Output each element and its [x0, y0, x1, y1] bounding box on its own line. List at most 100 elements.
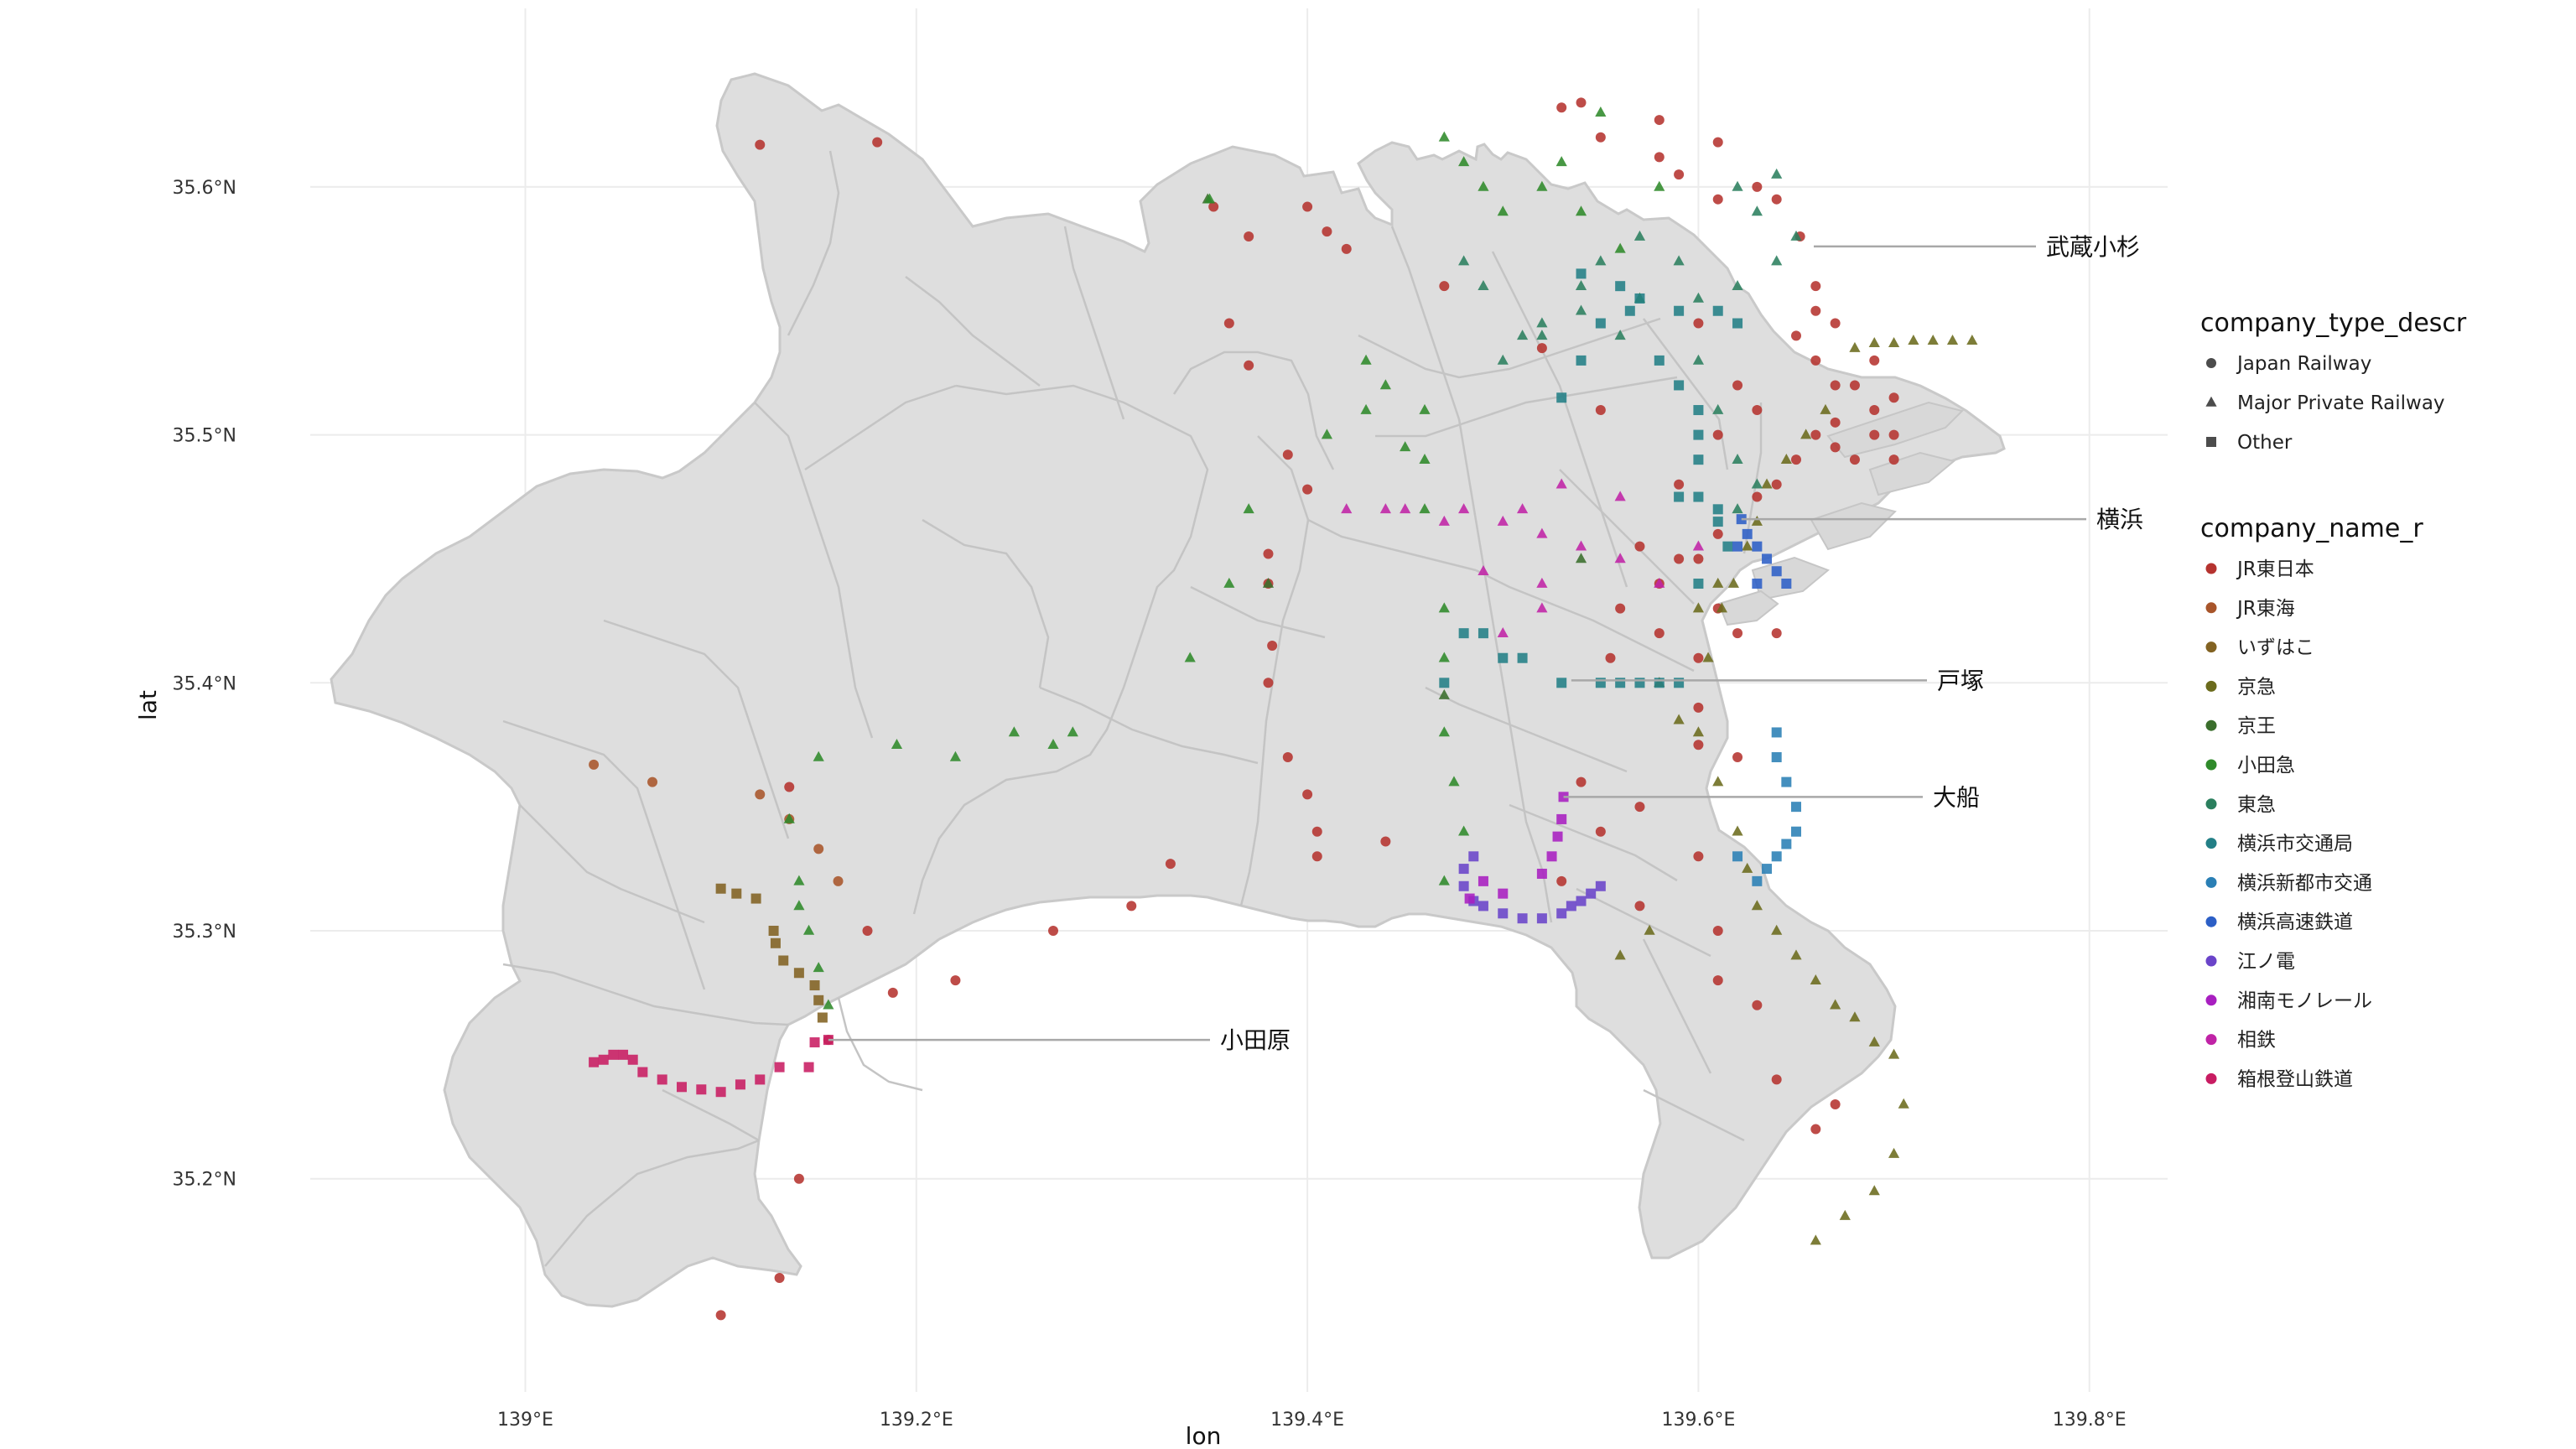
- legend-shape-title: company_type_descr: [2200, 309, 2467, 338]
- station-point: [1772, 480, 1782, 490]
- y-tick-label: 35.5°N: [173, 426, 236, 447]
- station-point: [1732, 628, 1742, 638]
- station-point: [1831, 380, 1841, 390]
- station-point: [1615, 604, 1625, 614]
- legend-color-key: [2206, 877, 2217, 888]
- station-point: [888, 988, 898, 998]
- y-tick-label: 35.3°N: [173, 922, 236, 943]
- station-point: [1732, 752, 1742, 762]
- station-point: [1283, 449, 1293, 460]
- station-point: [1713, 430, 1723, 440]
- station-point: [755, 140, 765, 150]
- station-point: [1322, 226, 1332, 236]
- station-point: [1869, 356, 1879, 366]
- callout-label: 武蔵小杉: [2046, 233, 2140, 261]
- station-point: [1722, 542, 1732, 552]
- station-point: [657, 1074, 667, 1084]
- station-point: [716, 884, 726, 894]
- station-point: [716, 1087, 726, 1097]
- station-point: [1693, 492, 1703, 502]
- x-tick-label: 139°E: [497, 1410, 553, 1431]
- station-point: [775, 1273, 785, 1283]
- station-point: [1674, 380, 1684, 390]
- station-point: [1772, 195, 1782, 205]
- station-point: [1244, 231, 1254, 242]
- legend-color-key: [2206, 798, 2217, 809]
- y-tick-label: 35.6°N: [173, 178, 236, 199]
- station-point: [1518, 913, 1528, 923]
- station-point: [1752, 542, 1762, 552]
- legend-color-label: 相鉄: [2237, 1030, 2276, 1052]
- station-point: [1625, 306, 1635, 316]
- legend-shape-label: Japan Railway: [2236, 353, 2371, 375]
- station-point: [950, 975, 960, 985]
- x-axis-title: lon: [1186, 1422, 1222, 1449]
- station-point: [1634, 293, 1644, 304]
- station-point: [1693, 703, 1703, 713]
- station-point: [1791, 330, 1801, 340]
- station-point: [813, 844, 823, 854]
- station-point: [1634, 802, 1644, 812]
- station-point: [1732, 851, 1742, 861]
- station-point: [1586, 889, 1596, 899]
- legend-shape-key: [2206, 437, 2216, 447]
- station-point: [1459, 628, 1469, 638]
- station-point: [1889, 454, 1899, 465]
- legend-color-label: JR東海: [2236, 598, 2295, 620]
- station-point: [1459, 881, 1469, 891]
- legend-color-key: [2206, 838, 2217, 849]
- station-point: [1831, 319, 1841, 329]
- station-point: [810, 1037, 820, 1047]
- station-point: [1810, 430, 1820, 440]
- station-point: [1674, 306, 1684, 316]
- station-point: [1693, 579, 1703, 589]
- legend-color-key: [2206, 995, 2217, 1005]
- legend-shape-label: Other: [2237, 432, 2293, 454]
- station-point: [1772, 752, 1782, 762]
- legend-color-title: company_name_r: [2200, 514, 2423, 543]
- station-point: [1556, 814, 1566, 824]
- station-point: [1126, 901, 1136, 911]
- station-point: [771, 938, 781, 948]
- station-point: [1781, 839, 1791, 849]
- legend-color-key: [2206, 956, 2217, 967]
- station-point: [1596, 319, 1606, 329]
- station-point: [1498, 908, 1508, 918]
- station-point: [1439, 678, 1449, 688]
- station-point: [1810, 356, 1820, 366]
- station-point: [589, 760, 599, 770]
- station-point: [1810, 1124, 1820, 1135]
- station-point: [1576, 896, 1587, 906]
- callout-label: 小田原: [1220, 1026, 1291, 1054]
- station-point: [1537, 343, 1547, 353]
- x-tick-label: 139.4°E: [1270, 1410, 1344, 1431]
- station-point: [647, 777, 657, 787]
- y-axis-title: lat: [134, 690, 162, 720]
- station-point: [1302, 485, 1312, 495]
- legend-color-key: [2206, 1073, 2217, 1084]
- station-point: [834, 876, 844, 886]
- callout-label: 戸塚: [1937, 667, 1984, 694]
- station-point: [1654, 115, 1665, 125]
- station-point: [1596, 827, 1606, 837]
- station-point: [1166, 859, 1176, 869]
- station-point: [794, 968, 804, 978]
- station-point: [1752, 492, 1762, 502]
- station-point: [1654, 152, 1665, 162]
- station-point: [1713, 517, 1723, 527]
- station-point: [1713, 504, 1723, 514]
- station-point: [1752, 182, 1762, 192]
- station-point: [731, 889, 741, 899]
- station-point: [1478, 876, 1488, 886]
- station-point: [716, 1310, 726, 1320]
- station-point: [769, 926, 779, 936]
- station-point: [775, 1062, 785, 1072]
- legend-color-label: 箱根登山鉄道: [2237, 1068, 2353, 1090]
- callout-label: 大船: [1933, 783, 1980, 811]
- station-point: [608, 1050, 618, 1060]
- station-point: [1459, 864, 1469, 874]
- legend-color-key: [2206, 1034, 2217, 1045]
- station-point: [755, 1074, 765, 1084]
- station-point: [1810, 306, 1820, 316]
